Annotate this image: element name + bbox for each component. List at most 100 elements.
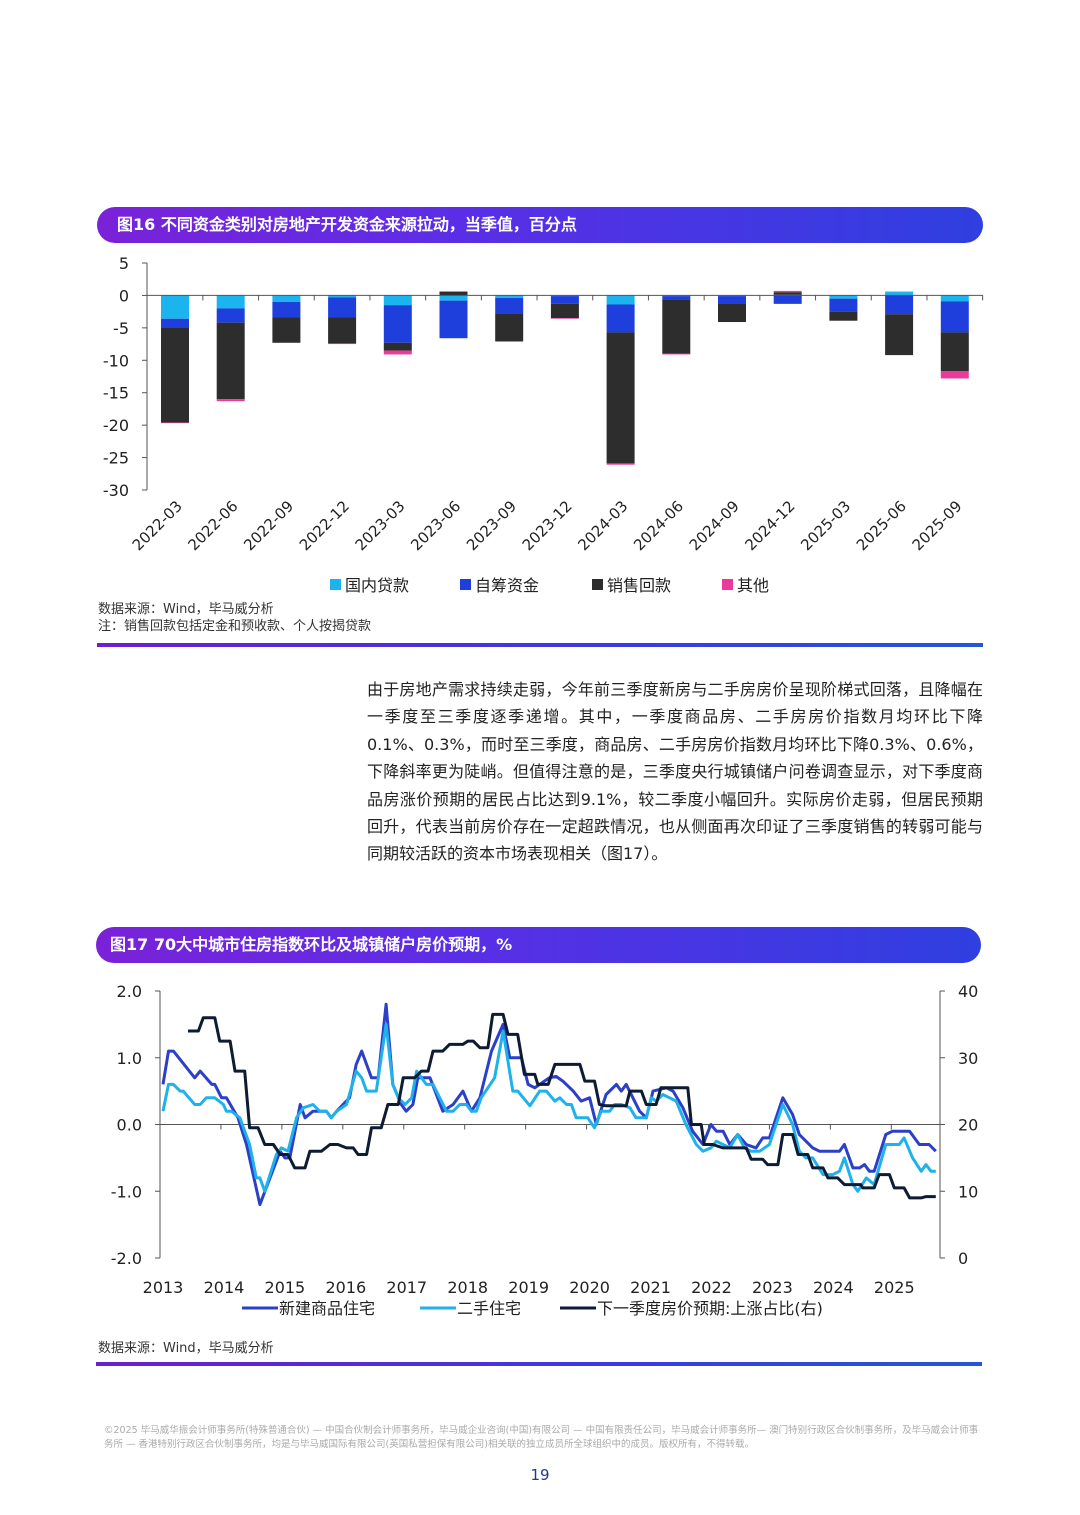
bar-segment xyxy=(328,317,357,344)
bar-segment xyxy=(829,298,858,312)
bar-segment xyxy=(383,305,412,343)
x-tick-label: 2023-03 xyxy=(352,497,409,554)
bar-segment xyxy=(885,314,914,356)
right-y-tick-label: 10 xyxy=(958,1182,978,1201)
x-tick-label: 2014 xyxy=(204,1278,245,1297)
right-y-tick-label: 40 xyxy=(958,982,978,1001)
bar-segment xyxy=(662,296,691,300)
x-tick-label: 2018 xyxy=(447,1278,488,1297)
bar-segment xyxy=(606,332,635,464)
left-y-tick-label: 0.0 xyxy=(117,1116,142,1135)
figure16-source: 数据来源：Wind，毕马威分析 xyxy=(98,602,274,617)
bar-segment xyxy=(773,290,802,293)
figure16-stacked-bar-chart: 5 0 -5 -10 -15 -20 -25 -302022-032022-062022-09… xyxy=(103,254,984,595)
x-tick-label: 2021 xyxy=(630,1278,671,1297)
right-y-tick-label: 20 xyxy=(958,1116,978,1135)
x-tick-label: 2022-06 xyxy=(184,497,241,554)
x-tick-label: 2024-03 xyxy=(574,497,631,554)
x-tick-label: 2024-06 xyxy=(630,497,687,554)
x-tick-label: 2020 xyxy=(569,1278,610,1297)
bar-segment xyxy=(383,350,412,355)
figure16-title-bar: 图16 不同资金类别对房地产开发资金来源拉动，当季值，百分点 xyxy=(97,207,983,243)
bar-segment xyxy=(885,295,914,315)
figure16-note: 注：销售回款包括定金和预收款、个人按揭贷款 xyxy=(98,619,372,634)
x-tick-label: 2022-09 xyxy=(240,497,297,554)
divider xyxy=(97,643,983,647)
legend-swatch xyxy=(722,579,733,590)
bar-segment xyxy=(550,318,579,319)
bar-segment xyxy=(328,295,357,298)
bar-segment xyxy=(940,371,969,379)
bar-segment xyxy=(829,295,858,299)
bar-segment xyxy=(161,327,189,423)
bar-segment xyxy=(439,300,468,339)
x-tick-label: 2023-06 xyxy=(407,497,464,554)
x-tick-label: 2024-12 xyxy=(741,497,798,554)
x-tick-label: 2013 xyxy=(143,1278,184,1297)
bar-segment xyxy=(161,422,189,424)
y-tick-label: -20 xyxy=(103,416,129,435)
bar-segment xyxy=(439,295,468,301)
legend-label: 二手住宅 xyxy=(457,1299,521,1318)
y-tick-label: -10 xyxy=(103,351,129,370)
bar-segment xyxy=(606,295,635,305)
bar-segment xyxy=(773,292,802,295)
divider xyxy=(96,1362,982,1366)
figure17-line-chart: 2.0 1.0 0.0 -1.0 -2.0 40 30 20 10 0 2013 2014 2015 20… xyxy=(111,982,979,1318)
bar-segment xyxy=(439,291,468,296)
y-tick-label: 0 xyxy=(119,286,129,305)
y-tick-label: -5 xyxy=(113,319,129,338)
body-paragraph: 由于房地产需求持续走弱，今年前三季度新房与二手房房价呈现阶梯式回落，且降幅在一季… xyxy=(367,680,983,864)
bar-segment xyxy=(606,304,635,333)
left-y-tick-label: 1.0 xyxy=(117,1049,142,1068)
bar-segment xyxy=(216,399,245,402)
y-tick-label: -30 xyxy=(103,481,129,500)
bar-segment xyxy=(885,291,914,296)
x-tick-label: 2017 xyxy=(386,1278,427,1297)
legend-swatch xyxy=(330,579,341,590)
bar-segment xyxy=(328,343,357,345)
bar-segment xyxy=(718,296,746,304)
legend-label: 自筹资金 xyxy=(475,576,539,595)
x-tick-label: 2022 xyxy=(691,1278,732,1297)
bar-segment xyxy=(940,332,969,372)
x-tick-label: 2016 xyxy=(325,1278,366,1297)
bar-segment xyxy=(550,296,579,304)
x-tick-label: 2025-06 xyxy=(853,497,910,554)
x-tick-label: 2022-03 xyxy=(129,497,186,554)
series-line xyxy=(188,1012,936,1200)
bar-segment xyxy=(495,313,524,342)
bar-segment xyxy=(383,342,412,351)
legend-label: 新建商品住宅 xyxy=(279,1299,375,1318)
x-tick-label: 2025-03 xyxy=(797,497,854,554)
bar-segment xyxy=(495,295,524,299)
x-tick-label: 2025 xyxy=(874,1278,915,1297)
bar-segment xyxy=(383,295,412,306)
legend-label: 下一季度房价预期:上涨占比(右) xyxy=(597,1299,823,1318)
bar-segment xyxy=(161,318,189,328)
bar-segment xyxy=(662,353,691,355)
bar-segment xyxy=(606,463,635,465)
left-y-tick-label: -1.0 xyxy=(111,1182,142,1201)
x-tick-label: 2024 xyxy=(813,1278,854,1297)
bar-segment xyxy=(272,301,301,318)
x-tick-label: 2024-09 xyxy=(686,497,743,554)
x-tick-label: 2019 xyxy=(508,1278,549,1297)
legend-label: 其他 xyxy=(737,576,769,595)
legend-label: 销售回款 xyxy=(607,576,671,595)
bar-segment xyxy=(216,308,245,323)
y-tick-label: -15 xyxy=(103,384,129,403)
bar-segment xyxy=(272,295,301,302)
bar-segment xyxy=(940,301,969,333)
bar-segment xyxy=(216,295,245,309)
left-y-tick-label: 2.0 xyxy=(117,982,142,1001)
bar-segment xyxy=(161,295,189,319)
bar-segment xyxy=(272,317,301,343)
legend-swatch xyxy=(460,579,471,590)
x-tick-label: 2022-12 xyxy=(296,497,353,554)
page-number: 19 xyxy=(530,1466,550,1484)
bar-segment xyxy=(829,311,858,321)
series-line xyxy=(161,1022,936,1193)
figure17-source: 数据来源：Wind，毕马威分析 xyxy=(98,1341,274,1356)
bar-segment xyxy=(773,295,802,304)
